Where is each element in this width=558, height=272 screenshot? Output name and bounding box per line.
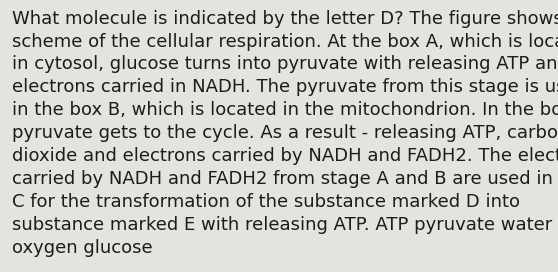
Text: substance marked E with releasing ATP. ATP pyruvate water: substance marked E with releasing ATP. A… [12,217,552,234]
Text: oxygen glucose: oxygen glucose [12,239,153,257]
Text: dioxide and electrons carried by NADH and FADH2. The electrons: dioxide and electrons carried by NADH an… [12,147,558,165]
Text: What molecule is indicated by the letter D? The figure shows the: What molecule is indicated by the letter… [12,10,558,27]
Text: pyruvate gets to the cycle. As a result - releasing ATP, carbon: pyruvate gets to the cycle. As a result … [12,125,558,143]
Text: in the box B, which is located in the mitochondrion. In the box B,: in the box B, which is located in the mi… [12,101,558,119]
Text: scheme of the cellular respiration. At the box A, which is located: scheme of the cellular respiration. At t… [12,33,558,51]
Text: C for the transformation of the substance marked D into: C for the transformation of the substanc… [12,193,520,211]
Text: electrons carried in NADH. The pyruvate from this stage is used: electrons carried in NADH. The pyruvate … [12,78,558,97]
Text: carried by NADH and FADH2 from stage A and B are used in box: carried by NADH and FADH2 from stage A a… [12,170,558,188]
Text: in cytosol, glucose turns into pyruvate with releasing ATP and: in cytosol, glucose turns into pyruvate … [12,55,558,73]
